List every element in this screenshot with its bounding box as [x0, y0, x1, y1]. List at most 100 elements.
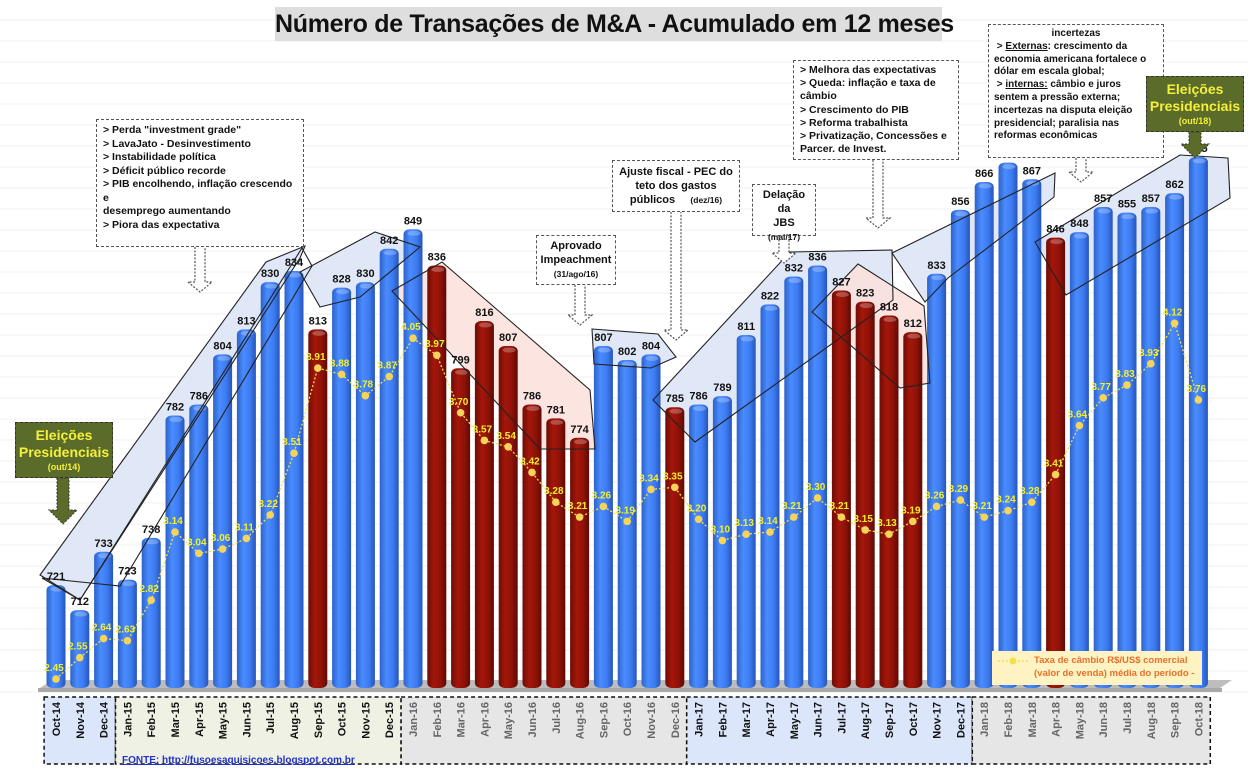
- exchange-rate-label: 3.10: [711, 525, 731, 536]
- bar-highlight: [883, 316, 897, 322]
- exchange-rate-label: 3.34: [639, 473, 659, 484]
- annotation-line: Presidenciais: [1149, 98, 1241, 114]
- bar: [1117, 212, 1137, 688]
- x-axis-tick-label: Mar-16: [456, 702, 468, 737]
- bar: [94, 551, 114, 688]
- bar-value-label: 723: [118, 566, 136, 578]
- exchange-rate-point: [813, 494, 822, 502]
- exchange-rate-point: [623, 517, 631, 526]
- bar: [736, 334, 756, 688]
- exchange-rate-point: [290, 449, 298, 458]
- bar-highlight: [169, 417, 183, 423]
- annotation-line: Delação da: [762, 189, 806, 215]
- bar-value-label: 786: [689, 390, 707, 402]
- exchange-rate-label: 3.78: [354, 380, 374, 391]
- x-axis-tick-label: Oct-18: [1193, 702, 1205, 736]
- exchange-rate-label: 3.21: [972, 501, 992, 512]
- bar-highlight: [383, 250, 397, 256]
- x-axis-tick-label: Jun-18: [1098, 702, 1110, 737]
- bar-value-label: 785: [666, 393, 684, 405]
- source-link[interactable]: FONTE: http://fusoesaquisicoes.blogspot.…: [122, 755, 355, 766]
- x-axis-ticks: Oct-14 Nov-14 Dec-14 Jan-15 Feb-15 Mar-15 Apr-…: [51, 701, 1205, 739]
- bar-highlight: [716, 397, 730, 403]
- elections-2014-arrow-icon: [47, 477, 79, 525]
- annotation-text: : crescimento da economia americana fort…: [994, 40, 1147, 78]
- exchange-rate-label: 3.77: [1091, 382, 1111, 393]
- bar-highlight: [312, 330, 326, 336]
- x-axis-tick-label: Apr-16: [479, 702, 491, 737]
- bar: [593, 346, 613, 688]
- elections-2018-arrow-icon: [1179, 131, 1211, 159]
- exchange-rate-label: 3.70: [449, 397, 469, 408]
- phase-outline: [811, 263, 931, 389]
- exchange-rate-point: [266, 511, 275, 519]
- x-axis-tick-label: Jul-16: [551, 702, 563, 734]
- bar-highlight: [1097, 208, 1111, 214]
- exchange-rate-label: 3.24: [996, 495, 1016, 506]
- annotation-line: > Privatização, Concessões e: [800, 130, 947, 143]
- x-axis-year-group: [43, 696, 117, 765]
- crisis-arrow-icon: [186, 247, 214, 293]
- exchange-rate-label: 3.83: [1115, 369, 1135, 380]
- exchange-rate-point: [52, 675, 60, 683]
- exchange-rate-point: [837, 513, 846, 521]
- bar: [117, 579, 137, 688]
- exchange-rate-label: 2.63: [116, 625, 136, 636]
- phase-outline: [391, 261, 596, 450]
- bar-highlight: [1145, 208, 1159, 214]
- legend-line2: (valor de venda) média do período -: [1034, 668, 1195, 679]
- bar-highlight: [121, 581, 135, 587]
- annotation-melhora: > Melhora das expectativas > Queda: infl…: [793, 60, 959, 160]
- bar-highlight: [835, 291, 849, 297]
- exchange-rate-point: [385, 372, 394, 381]
- x-axis-groups: [43, 696, 1212, 765]
- exchange-rate-label: 3.28: [544, 486, 564, 497]
- exchange-rate-point: [1051, 470, 1060, 479]
- annotation-elections-2014: Eleições Presidenciais (out/14): [15, 422, 113, 478]
- exchange-rate-point: [314, 364, 322, 372]
- bar-value-label: 774: [570, 424, 589, 436]
- x-axis-year-group: [971, 696, 1212, 765]
- exchange-rate-point: [956, 496, 965, 504]
- chart-title: Número de Transações de M&A - Acumulado …: [275, 7, 954, 41]
- bar: [546, 418, 566, 688]
- annotation-line: Impeachment: [540, 254, 612, 266]
- exchange-rate-label: 3.93: [1139, 348, 1159, 359]
- exchange-rate-label: 3.64: [1068, 410, 1088, 421]
- annotation-line: > Queda: inflação e taxa de: [800, 77, 936, 90]
- bar-highlight: [1002, 164, 1016, 170]
- x-axis-tick-label: Dec-17: [955, 702, 967, 738]
- annotation-ajuste-fiscal: Ajuste fiscal - PEC do teto dos gastos p…: [612, 160, 740, 212]
- exchange-rate-point: [909, 517, 917, 526]
- x-axis-tick-label: Aug-18: [1146, 702, 1158, 739]
- x-axis-tick-label: Oct-16: [622, 702, 634, 736]
- bar-highlight: [502, 347, 516, 353]
- phase-outlines: [39, 154, 1231, 601]
- x-axis-tick-label: Sep-17: [884, 702, 896, 738]
- annotation-line: Eleições: [35, 427, 93, 443]
- bar-value-label: 804: [642, 340, 661, 352]
- exchange-rate-label: 3.21: [830, 501, 850, 512]
- bar: [903, 332, 923, 688]
- bar-value-label: 807: [594, 332, 612, 344]
- bar-highlight: [621, 361, 635, 367]
- bar: [1022, 179, 1042, 688]
- annotation-incertezas: incertezas > Externas: crescimento da ec…: [988, 24, 1164, 158]
- exchange-rate-label: 3.20: [687, 503, 707, 514]
- bar-value-label: 712: [71, 596, 89, 608]
- incertezas-arrow-icon: [1067, 158, 1095, 183]
- exchange-rate-point: [171, 528, 179, 536]
- bar: [950, 209, 970, 688]
- bar-value-label: 721: [47, 571, 65, 583]
- bar-highlight: [597, 347, 611, 353]
- x-axis-tick-label: May-15: [218, 702, 230, 739]
- exchange-rate-point: [1170, 319, 1179, 328]
- impeachment-arrow-icon: [566, 285, 594, 326]
- exchange-rate-point: [1194, 396, 1203, 404]
- annotation-line: JBS: [773, 217, 795, 229]
- x-axis-tick-label: Dec-14: [99, 701, 111, 738]
- x-axis-tick-label: May-18: [1074, 702, 1086, 739]
- exchange-rate-point: [123, 636, 132, 645]
- exchange-rate-point: [195, 549, 203, 558]
